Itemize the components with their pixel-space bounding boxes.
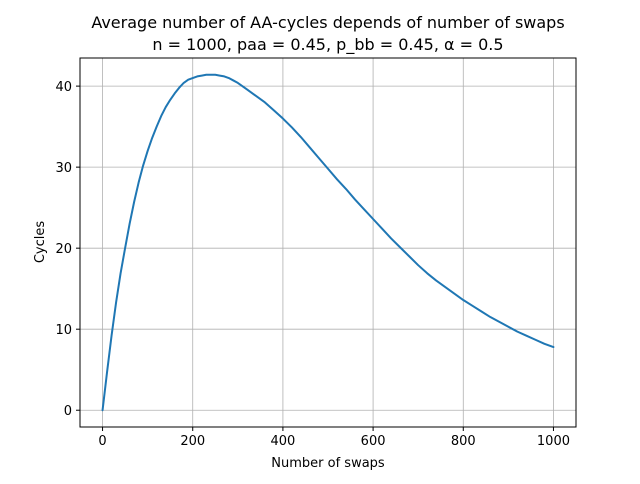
plot-frame <box>79 57 577 428</box>
chart-title-line-2: n = 1000, paa = 0.45, p_bb = 0.45, α = 0… <box>152 35 503 55</box>
y-tick-label: 10 <box>55 323 72 338</box>
y-tick-label: 20 <box>55 242 72 257</box>
x-axis-label: Number of swaps <box>271 456 385 471</box>
x-tick-label: 400 <box>270 434 295 449</box>
series-layer <box>101 73 555 412</box>
y-axis-label: Cycles <box>33 221 48 264</box>
x-tick-label: 0 <box>98 434 106 449</box>
x-tick-label: 1000 <box>537 434 570 449</box>
y-tick-label: 40 <box>55 80 72 95</box>
y-tick-label: 0 <box>64 404 72 419</box>
x-tick-label: 600 <box>361 434 386 449</box>
x-tick-label: 200 <box>180 434 205 449</box>
axis-ticks: 0 200 400 600 800 1000 0 10 20 30 40 <box>55 80 570 449</box>
chart-title-line-1: Average number of AA-cycles depends of n… <box>91 13 564 32</box>
y-tick-label: 30 <box>55 161 72 176</box>
x-tick-label: 800 <box>451 434 476 449</box>
series-line <box>101 73 555 412</box>
